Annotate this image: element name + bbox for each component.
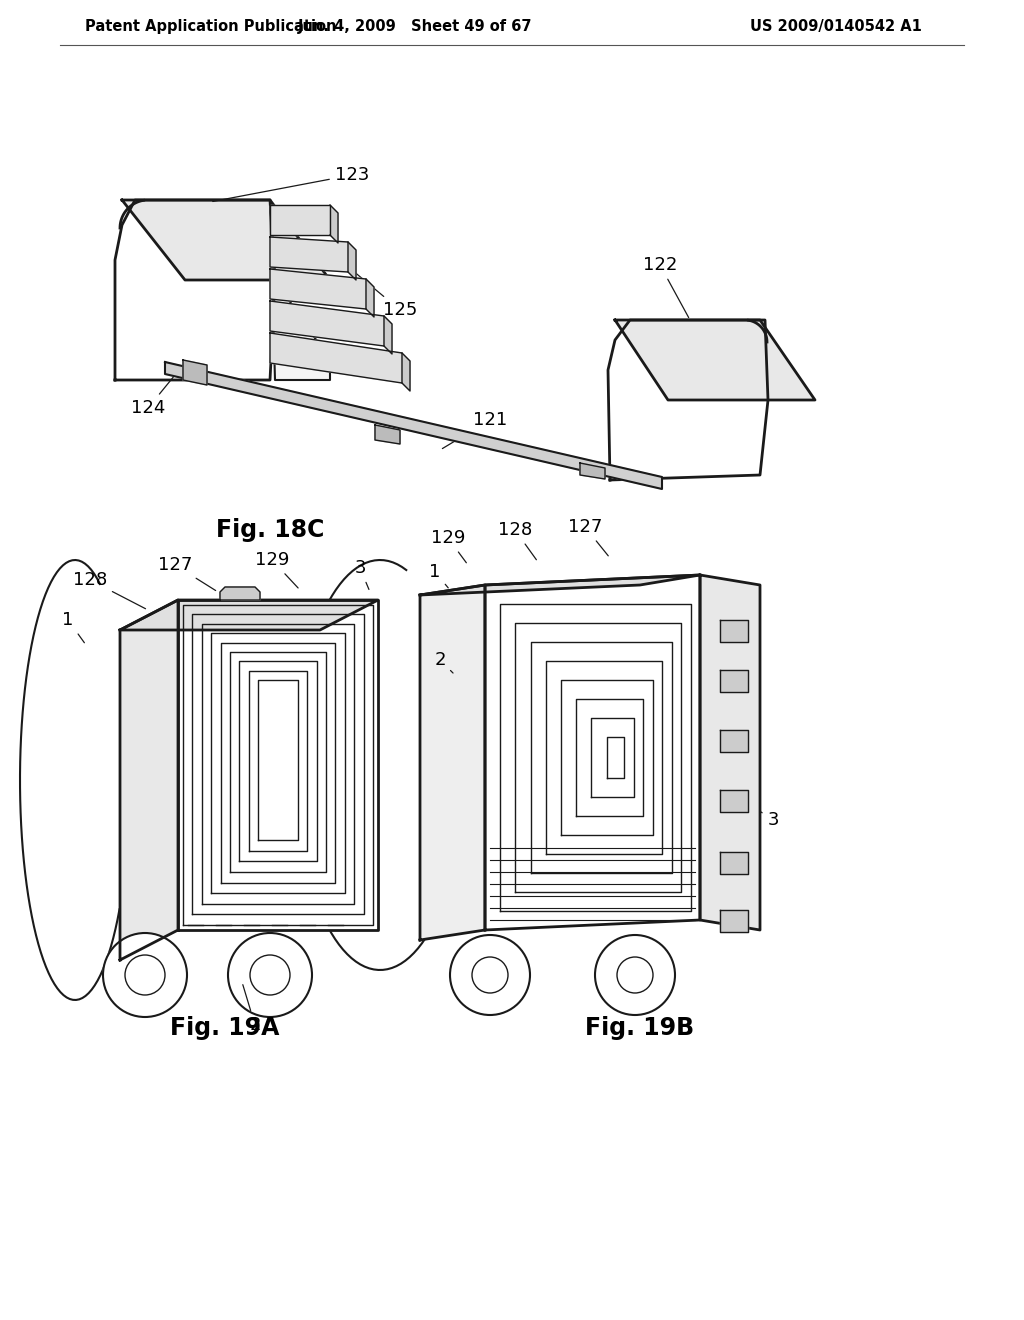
Text: 121: 121 [442, 411, 507, 449]
Polygon shape [580, 463, 605, 479]
Polygon shape [270, 238, 348, 272]
Text: Fig. 19A: Fig. 19A [170, 1016, 280, 1040]
Polygon shape [720, 730, 748, 752]
Polygon shape [270, 333, 402, 383]
Polygon shape [183, 360, 207, 385]
Circle shape [103, 933, 187, 1016]
Polygon shape [115, 201, 275, 380]
Polygon shape [375, 425, 400, 444]
Text: 127: 127 [568, 517, 608, 556]
Polygon shape [165, 362, 662, 488]
Text: 124: 124 [131, 378, 173, 417]
Polygon shape [402, 352, 410, 391]
Text: 2: 2 [434, 651, 453, 673]
Polygon shape [720, 851, 748, 874]
Polygon shape [122, 201, 330, 280]
Text: 125: 125 [342, 261, 417, 319]
Text: Fig. 19B: Fig. 19B [586, 1016, 694, 1040]
Circle shape [228, 933, 312, 1016]
Polygon shape [178, 601, 378, 931]
Polygon shape [720, 671, 748, 692]
Text: US 2009/0140542 A1: US 2009/0140542 A1 [750, 20, 922, 34]
Polygon shape [270, 201, 330, 380]
Polygon shape [700, 576, 760, 931]
Circle shape [595, 935, 675, 1015]
Polygon shape [366, 279, 374, 317]
Polygon shape [420, 585, 485, 940]
Text: Fig. 18C: Fig. 18C [216, 517, 325, 543]
Text: 129: 129 [431, 529, 466, 562]
Polygon shape [330, 205, 338, 243]
Text: 1: 1 [62, 611, 84, 643]
Polygon shape [384, 315, 392, 354]
Polygon shape [720, 909, 748, 932]
Polygon shape [270, 301, 384, 346]
Polygon shape [420, 576, 700, 595]
Text: 123: 123 [213, 166, 370, 202]
Polygon shape [348, 242, 356, 280]
Text: 129: 129 [255, 550, 298, 587]
Polygon shape [120, 601, 378, 630]
Text: Jun. 4, 2009   Sheet 49 of 67: Jun. 4, 2009 Sheet 49 of 67 [298, 20, 532, 34]
Text: 3: 3 [354, 558, 369, 590]
Polygon shape [608, 319, 768, 480]
Polygon shape [615, 319, 815, 400]
Text: 3: 3 [760, 810, 778, 829]
Text: 122: 122 [643, 256, 689, 318]
Text: 2: 2 [243, 985, 261, 1034]
Text: 128: 128 [498, 521, 537, 560]
Text: Patent Application Publication: Patent Application Publication [85, 20, 337, 34]
Text: 127: 127 [158, 556, 216, 590]
Text: 128: 128 [73, 572, 145, 609]
Polygon shape [120, 601, 178, 960]
Polygon shape [720, 789, 748, 812]
Circle shape [450, 935, 530, 1015]
Polygon shape [270, 205, 330, 235]
Text: 1: 1 [429, 564, 449, 587]
Polygon shape [220, 587, 260, 601]
Polygon shape [720, 620, 748, 642]
Polygon shape [270, 269, 366, 309]
Polygon shape [485, 576, 700, 931]
